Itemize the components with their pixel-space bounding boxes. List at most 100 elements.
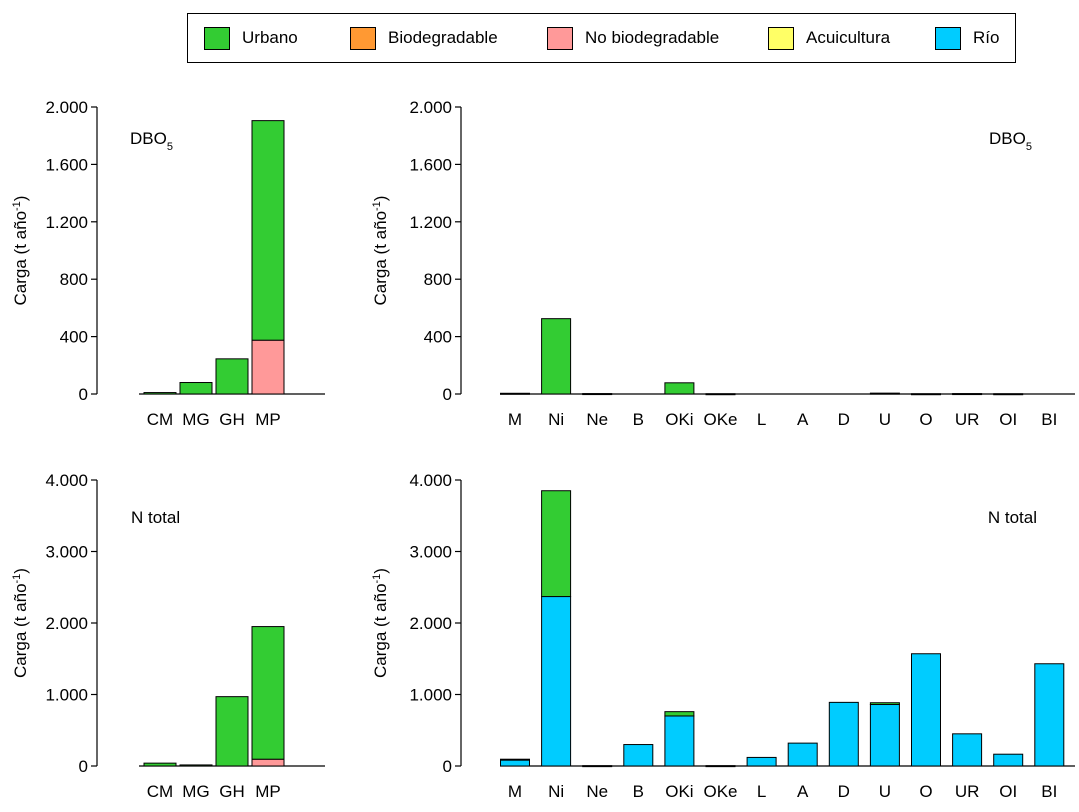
x-category-label: MG <box>182 782 209 801</box>
bar-segment <box>500 392 530 395</box>
bar-segment <box>541 490 572 598</box>
y-tick-label: 2.000 <box>409 614 452 633</box>
x-category-label: GH <box>219 782 245 801</box>
bar-segment <box>993 393 1024 396</box>
bar-segment <box>143 392 177 395</box>
y-tick-label: 1.000 <box>409 686 452 705</box>
x-category-label: CM <box>147 782 173 801</box>
x-category-label: UR <box>955 782 980 801</box>
bar-segment <box>952 733 983 767</box>
y-tick-label: 800 <box>424 270 452 289</box>
y-tick-label: 3.000 <box>409 543 452 562</box>
bar-segment <box>993 753 1024 767</box>
x-category-label: Ne <box>586 410 608 429</box>
x-category-label: O <box>919 782 932 801</box>
y-axis-label: Carga (t año-1) <box>371 196 390 306</box>
bar-segment <box>705 393 736 396</box>
bar-segment <box>582 393 613 396</box>
x-category-label: Ni <box>548 782 564 801</box>
x-category-label: B <box>633 782 644 801</box>
y-axis-label: Carga (t año-1) <box>11 568 30 678</box>
y-tick-label: 1.600 <box>45 155 88 174</box>
bar-segment <box>911 393 941 396</box>
legend-label: No biodegradable <box>585 28 720 47</box>
legend-label: Acuicultura <box>806 28 891 47</box>
panel-annotation: DBO5 <box>989 129 1032 153</box>
x-category-label: UR <box>955 410 980 429</box>
bar-segment <box>869 702 900 706</box>
x-category-label: A <box>797 782 809 801</box>
legend-label: Río <box>973 28 1000 47</box>
y-tick-label: 0 <box>443 385 452 404</box>
x-category-label: OKi <box>665 782 693 801</box>
x-category-label: OI <box>999 410 1017 429</box>
x-category-label: OKe <box>703 410 737 429</box>
bar-segment <box>582 765 613 768</box>
x-category-label: OKi <box>665 410 693 429</box>
y-tick-label: 1.000 <box>45 686 88 705</box>
x-category-label: CM <box>147 410 173 429</box>
x-category-label: GH <box>219 410 245 429</box>
legend-item: Río <box>935 26 999 50</box>
x-category-label: M <box>508 410 522 429</box>
legend-label: Urbano <box>242 28 298 47</box>
y-tick-label: 1.200 <box>409 213 452 232</box>
legend-item: Acuicultura <box>768 26 890 50</box>
y-tick-label: 3.000 <box>45 543 88 562</box>
bar-segment <box>179 382 213 395</box>
bar-segment <box>746 756 777 767</box>
x-category-label: B <box>633 410 644 429</box>
legend-swatch <box>204 26 230 50</box>
x-category-label: D <box>838 410 850 429</box>
bar-segment <box>1034 663 1065 767</box>
bar-segment <box>952 393 983 396</box>
x-category-label: MP <box>255 782 281 801</box>
x-category-label: Ni <box>548 410 564 429</box>
bar-segment <box>664 711 695 717</box>
y-tick-label: 400 <box>424 328 452 347</box>
x-category-label: O <box>919 410 932 429</box>
panel-annotation: DBO5 <box>130 129 173 153</box>
bar-segment <box>664 382 695 395</box>
panel-annotation: N total <box>131 508 180 527</box>
panel-annotation: N total <box>988 508 1037 527</box>
bar-segment <box>869 704 900 767</box>
legend-swatch <box>935 26 961 50</box>
bar-segment <box>828 701 859 767</box>
y-axis-label: Carga (t año-1) <box>11 196 30 306</box>
x-category-label: U <box>879 410 891 429</box>
bar-segment <box>251 626 285 760</box>
bar-segment <box>664 715 695 767</box>
x-category-label: BI <box>1041 410 1057 429</box>
y-tick-label: 400 <box>60 328 88 347</box>
x-category-label: Ne <box>586 782 608 801</box>
legend-swatch <box>768 26 794 50</box>
y-tick-label: 0 <box>79 385 88 404</box>
legend-label: Biodegradable <box>388 28 498 47</box>
bar-segment <box>705 765 736 768</box>
legend: Urbano Biodegradable No biodegradable Acuic… <box>187 13 1016 63</box>
bar-segment <box>179 764 213 767</box>
x-category-label: MP <box>255 410 281 429</box>
bar-segment <box>541 318 572 395</box>
chart-panel: 0 1.000 2.000 3.000 4.000 Carga (t año-1) N to… <box>11 471 325 801</box>
chart-panel: 0 1.000 2.000 3.000 4.000 Carga (t año-1) N to… <box>371 471 1075 801</box>
legend-swatch <box>547 26 573 50</box>
y-tick-label: 1.200 <box>45 213 88 232</box>
x-category-label: M <box>508 782 522 801</box>
y-tick-label: 2.000 <box>409 98 452 117</box>
bar-segment <box>500 758 530 761</box>
y-tick-label: 4.000 <box>409 471 452 490</box>
y-tick-label: 0 <box>79 757 88 776</box>
y-tick-label: 1.600 <box>409 155 452 174</box>
y-tick-label: 800 <box>60 270 88 289</box>
bar-segment <box>541 596 572 767</box>
bar-segment <box>623 744 654 767</box>
bar-segment <box>215 358 249 395</box>
x-category-label: A <box>797 410 809 429</box>
legend-swatch <box>350 26 376 50</box>
x-category-label: L <box>757 782 766 801</box>
y-tick-label: 4.000 <box>45 471 88 490</box>
